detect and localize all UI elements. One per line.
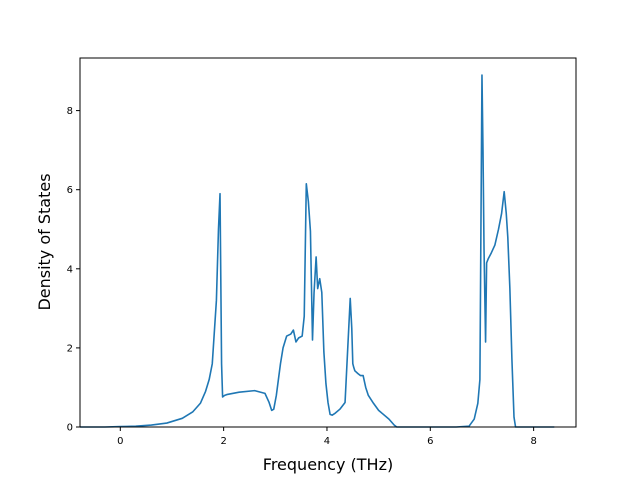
y-tick-label: 0 [67, 423, 73, 434]
y-tick-label: 6 [67, 185, 73, 196]
x-tick-label: 0 [117, 436, 123, 447]
axes-frame [79, 57, 577, 428]
x-tick-label: 4 [324, 436, 330, 447]
y-tick-label: 8 [67, 106, 73, 117]
dos-series-line-0 [80, 74, 555, 428]
x-tick-label: 8 [530, 436, 536, 447]
x-tick-label: 6 [427, 436, 433, 447]
x-axis-ticks: 0 2 4 6 8 [117, 427, 537, 447]
y-axis-label: Density of States [35, 173, 54, 310]
y-tick-label: 2 [67, 343, 73, 354]
x-axis-label: Frequency (THz) [263, 455, 393, 474]
x-tick-label: 2 [220, 436, 226, 447]
y-axis-ticks: 0 2 4 6 8 [67, 106, 80, 434]
y-tick-label: 4 [67, 264, 73, 275]
plot-area [80, 74, 555, 428]
